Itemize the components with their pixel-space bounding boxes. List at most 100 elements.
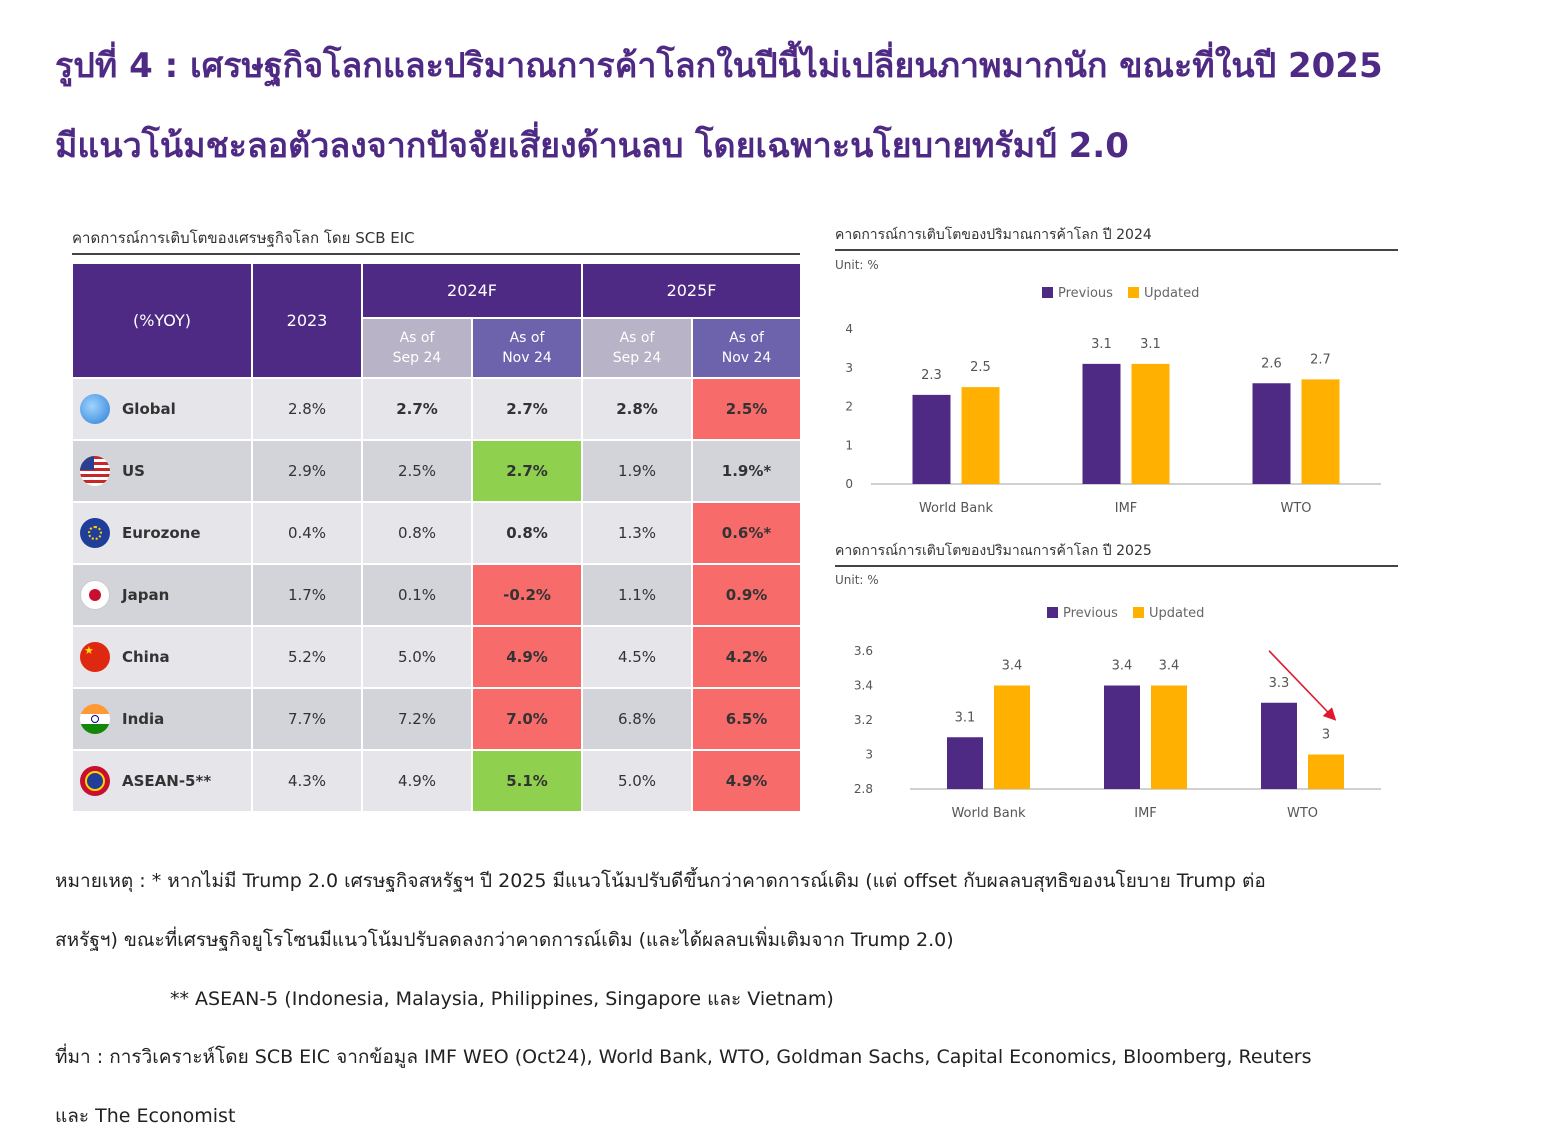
value-cell: 0.8% xyxy=(470,501,584,565)
bar-previous-imf xyxy=(1082,363,1121,484)
value-cell: 1.1% xyxy=(581,563,694,627)
india-flag-icon xyxy=(80,704,110,734)
x-tick-label: WTO xyxy=(1280,501,1311,516)
table-row: India 7.7% 7.2% 7.0% 6.8% 6.5% xyxy=(71,687,803,751)
us-flag-icon xyxy=(80,456,110,486)
region-cell: Japan xyxy=(71,563,253,627)
data-label: 3.1 xyxy=(955,710,976,725)
value-cell: 1.9%* xyxy=(691,439,803,503)
data-label: 3.1 xyxy=(1091,337,1112,352)
table-row: Japan 1.7% 0.1% -0.2% 1.1% 0.9% xyxy=(71,563,803,627)
value-cell: 1.3% xyxy=(581,501,694,565)
value-cell: 1.9% xyxy=(581,439,694,503)
value-cell: 4.9% xyxy=(691,749,803,813)
value-cell: 5.0% xyxy=(581,749,694,813)
region-cell: US xyxy=(71,439,253,503)
header-2024-as-of-sep: As of Sep 24 xyxy=(361,317,473,379)
x-tick-label: IMF xyxy=(1134,806,1157,821)
y-tick-label: 4 xyxy=(845,322,853,336)
data-label: 2.6 xyxy=(1261,356,1282,371)
value-cell: 0.6%* xyxy=(691,501,803,565)
bar-updated-wto xyxy=(1308,754,1344,789)
table-row: China 5.2% 5.0% 4.9% 4.5% 4.2% xyxy=(71,625,803,689)
value-cell: 0.4% xyxy=(251,501,363,565)
value-cell: 5.1% xyxy=(470,749,584,813)
table-title: คาดการณ์การเติบโตของเศรษฐกิจโลก โดย SCB … xyxy=(72,226,800,255)
page-title-line-1: รูปที่ 4 : เศรษฐกิจโลกและปริมาณการค้าโลก… xyxy=(55,46,1383,86)
header-2024-as-of-nov: As of Nov 24 xyxy=(470,317,584,379)
data-label: 2.7 xyxy=(1310,352,1331,367)
bar-updated-world-bank xyxy=(994,685,1030,789)
y-tick-label: 2 xyxy=(845,400,853,414)
value-cell: 4.5% xyxy=(581,625,694,689)
data-label: 3 xyxy=(1322,728,1330,743)
chart-2024-unit: Unit: % xyxy=(835,258,879,272)
value-cell: 7.7% xyxy=(251,687,363,751)
chart-2024-title: คาดการณ์การเติบโตของปริมาณการค้าโลก ปี 2… xyxy=(835,224,1398,251)
legend-swatch-updated xyxy=(1128,287,1139,298)
legend-label-updated: Updated xyxy=(1144,286,1199,301)
eu-flag-icon xyxy=(80,518,110,548)
chart-2024: Previous Updated 0 1 2 3 4 2.3 2.5 World Bank 3.1 3… xyxy=(845,286,1381,516)
bar-previous-wto xyxy=(1261,702,1297,789)
annotation-arrow xyxy=(1268,650,1337,721)
page-title-line-2: มีแนวโน้มชะลอตัวลงจากปัจจัยเสี่ยงด้านลบ … xyxy=(55,126,1129,166)
region-cell: China xyxy=(71,625,253,689)
china-flag-icon xyxy=(80,642,110,672)
legend-swatch-previous xyxy=(1047,607,1058,618)
value-cell: 2.8% xyxy=(581,377,694,441)
y-tick-label: 3.6 xyxy=(854,644,873,658)
legend-swatch-updated xyxy=(1133,607,1144,618)
note-asean: ** ASEAN-5 (Indonesia, Malaysia, Philipp… xyxy=(170,988,834,1010)
bar-previous-world-bank xyxy=(912,394,951,484)
y-tick-label: 2.8 xyxy=(854,782,873,796)
y-tick-label: 3 xyxy=(865,748,873,762)
x-tick-label: World Bank xyxy=(919,501,994,516)
legend-label-updated: Updated xyxy=(1149,606,1204,621)
bar-updated-imf xyxy=(1131,363,1170,484)
value-cell: 0.1% xyxy=(361,563,473,627)
legend-label-previous: Previous xyxy=(1058,286,1113,301)
legend-swatch-previous xyxy=(1042,287,1053,298)
table-row: Eurozone 0.4% 0.8% 0.8% 1.3% 0.6%* xyxy=(71,501,803,565)
value-cell: 2.5% xyxy=(691,377,803,441)
japan-flag-icon xyxy=(80,580,110,610)
value-cell: 0.8% xyxy=(361,501,473,565)
data-label: 3.4 xyxy=(1002,659,1023,674)
header-metric: (%YOY) xyxy=(71,262,253,379)
y-tick-label: 1 xyxy=(845,438,853,452)
data-label: 3.4 xyxy=(1112,659,1133,674)
chart-2025: Previous Updated 2.8 3 3.2 3.4 3.6 3.1 3.4 World … xyxy=(854,606,1381,821)
data-label: 3.3 xyxy=(1269,676,1290,691)
globe-icon xyxy=(80,394,110,424)
x-tick-label: WTO xyxy=(1287,806,1318,821)
bar-updated-imf xyxy=(1151,685,1187,789)
data-label: 2.3 xyxy=(921,368,942,383)
source-line-2: และ The Economist xyxy=(55,1105,236,1127)
note-line-2: สหรัฐฯ) ขณะที่เศรษฐกิจยูโรโซนมีแนวโน้มปร… xyxy=(55,929,954,951)
value-cell: 2.7% xyxy=(361,377,473,441)
value-cell: 1.7% xyxy=(251,563,363,627)
value-cell: 4.2% xyxy=(691,625,803,689)
bar-previous-imf xyxy=(1104,685,1140,789)
x-tick-label: IMF xyxy=(1115,501,1138,516)
source-line-1: ที่มา : การวิเคราะห์โดย SCB EIC จากข้อมู… xyxy=(55,1046,1312,1068)
value-cell: 5.0% xyxy=(361,625,473,689)
y-tick-label: 0 xyxy=(845,477,853,491)
data-label: 2.5 xyxy=(970,360,991,375)
value-cell: 4.3% xyxy=(251,749,363,813)
header-2025-as-of-nov: As of Nov 24 xyxy=(691,317,803,379)
chart-2025-unit: Unit: % xyxy=(835,573,879,587)
value-cell: 2.8% xyxy=(251,377,363,441)
header-2025f: 2025F xyxy=(581,262,803,319)
gdp-forecast-table: (%YOY) 2023 2024F 2025F As of Sep 24 As o… xyxy=(71,262,803,813)
region-cell: India xyxy=(71,687,253,751)
data-label: 3.4 xyxy=(1159,659,1180,674)
bar-previous-wto xyxy=(1252,383,1291,484)
value-cell: 4.9% xyxy=(361,749,473,813)
x-tick-label: World Bank xyxy=(951,806,1026,821)
asean-flag-icon xyxy=(80,766,110,796)
table-row: US 2.9% 2.5% 2.7% 1.9% 1.9%* xyxy=(71,439,803,503)
bar-updated-wto xyxy=(1301,379,1340,484)
value-cell: 2.9% xyxy=(251,439,363,503)
